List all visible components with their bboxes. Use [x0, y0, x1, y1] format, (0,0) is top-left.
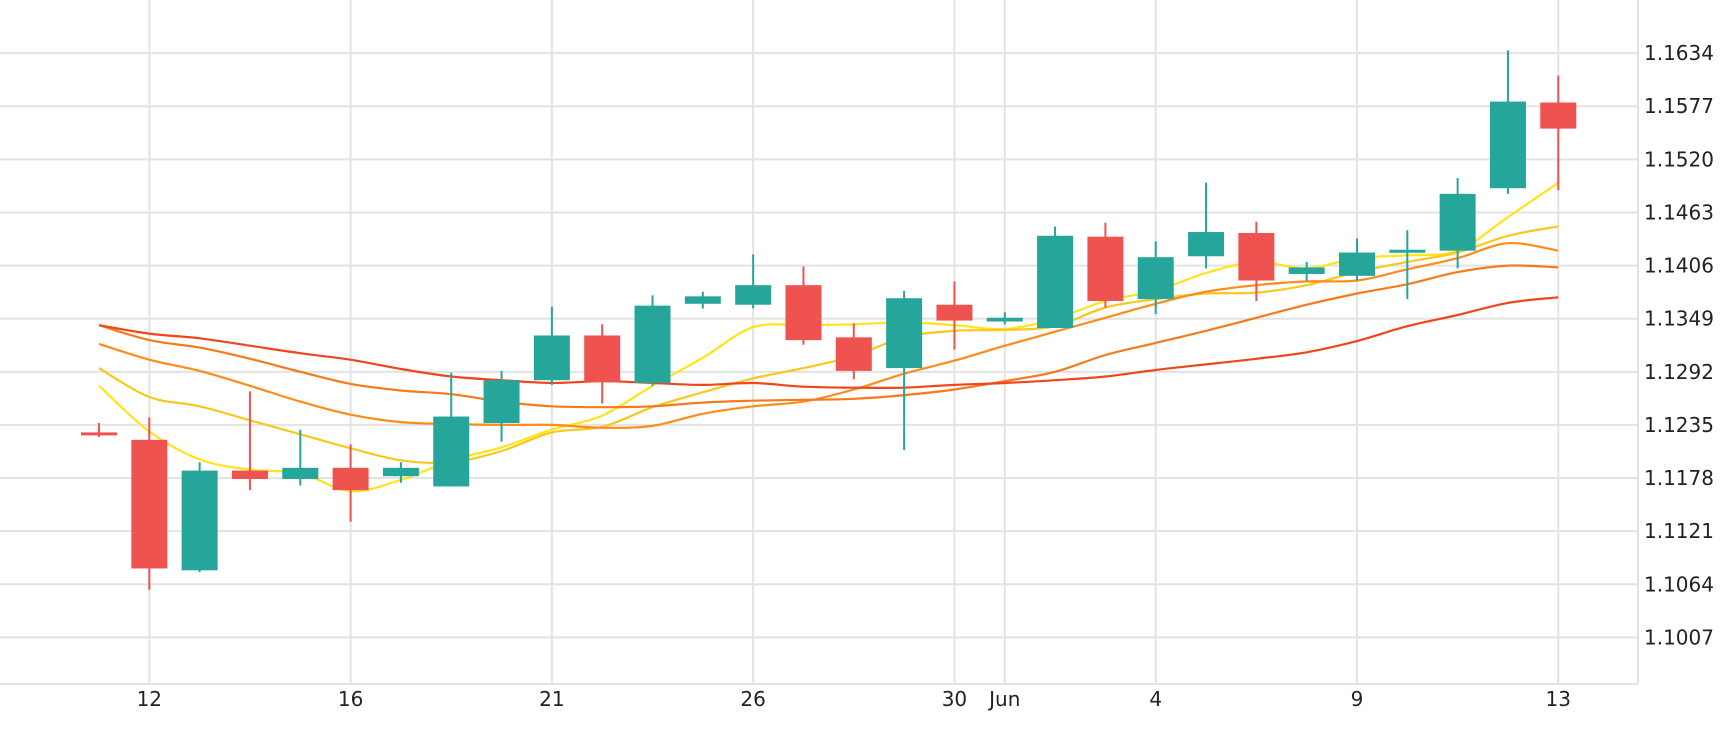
candle-body-up: [684, 296, 721, 304]
axes: 1.1007 1.1064 1.1121 1.1178 1.1235 1.1292 1.13…: [0, 0, 1714, 711]
ma-line-2: [98, 225, 1559, 465]
x-tick-label: Jun: [987, 687, 1020, 711]
candle-body-up: [1389, 249, 1426, 253]
candle-body-down: [131, 439, 168, 569]
y-tick-label: 1.1292: [1644, 360, 1714, 384]
candle-body-down: [332, 467, 369, 491]
candle-body-up: [433, 416, 470, 487]
ma-line-3: [98, 242, 1559, 429]
y-tick-label: 1.1235: [1644, 413, 1714, 437]
y-tick-label: 1.1178: [1644, 466, 1714, 490]
y-tick-label: 1.1406: [1644, 254, 1714, 278]
candle-body-up: [986, 317, 1023, 322]
y-tick-label: 1.1121: [1644, 519, 1714, 543]
candle-body-up: [634, 305, 671, 384]
candle-body-down: [231, 470, 268, 479]
candle-body-up: [1188, 232, 1225, 257]
candle-body-up: [382, 467, 419, 477]
candle-body-up: [181, 470, 218, 571]
candle-body-up: [1439, 193, 1476, 251]
candle-body-up: [483, 380, 520, 424]
y-tick-label: 1.1349: [1644, 307, 1714, 331]
ma-line-1: [98, 181, 1559, 493]
grid: [0, 0, 1638, 684]
y-tick-label: 1.1634: [1644, 41, 1714, 65]
candle-body-up: [282, 467, 319, 479]
y-tick-label: 1.1064: [1644, 572, 1714, 596]
candles: [81, 50, 1577, 590]
candle-body-up: [735, 285, 772, 305]
candle-body-down: [835, 337, 872, 371]
candle-body-down: [1087, 236, 1124, 301]
x-tick-label: 13: [1546, 687, 1571, 711]
moving-average-lines: [98, 181, 1559, 493]
ma-line-4: [98, 264, 1559, 409]
y-tick-label: 1.1007: [1644, 625, 1714, 649]
candle-body-down: [936, 304, 973, 321]
candle-body-up: [1137, 257, 1174, 300]
y-tick-label: 1.1577: [1644, 94, 1714, 118]
candle-body-up: [1037, 235, 1074, 329]
x-tick-label: 9: [1351, 687, 1364, 711]
x-tick-label: 26: [740, 687, 765, 711]
x-tick-label: 16: [338, 687, 363, 711]
candle-body-up: [1288, 267, 1325, 274]
candle-body-down: [81, 432, 117, 436]
ma-line-5: [98, 296, 1559, 390]
x-tick-label: 4: [1149, 687, 1162, 711]
candle-body-up: [1339, 252, 1375, 276]
candle-body-up: [1489, 101, 1526, 189]
x-tick-label: 21: [539, 687, 564, 711]
y-tick-label: 1.1463: [1644, 200, 1714, 224]
y-tick-label: 1.1520: [1644, 147, 1714, 171]
x-tick-label: 12: [137, 687, 162, 711]
candle-body-up: [533, 335, 570, 381]
candle-body-down: [785, 285, 822, 341]
x-tick-label: 30: [942, 687, 967, 711]
candle-body-down: [1238, 232, 1275, 281]
candle-body-up: [886, 298, 923, 369]
candle-body-down: [1540, 102, 1577, 129]
candle-body-down: [584, 335, 621, 383]
